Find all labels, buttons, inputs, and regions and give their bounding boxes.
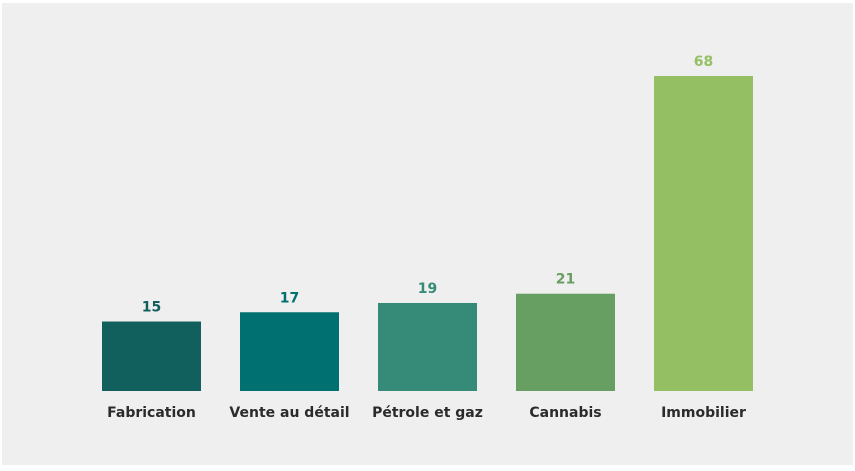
bar-cannabis	[516, 293, 615, 391]
value-labels-group: 15 17 19 21 68	[142, 54, 713, 316]
bar-fabrication	[102, 321, 201, 391]
category-label-fabrication: Fabrication	[107, 405, 196, 421]
value-label-immobilier: 68	[694, 54, 713, 70]
bars-group	[102, 76, 753, 391]
value-label-petrole-et-gaz: 19	[418, 281, 437, 297]
chart-background: 15 17 19 21 68 Fabrication Vente au détail Pét…	[2, 3, 853, 465]
category-label-petrole-et-gaz: Pétrole et gaz	[372, 405, 483, 421]
category-label-cannabis: Cannabis	[529, 405, 601, 421]
category-label-immobilier: Immobilier	[661, 405, 746, 421]
category-labels-group: Fabrication Vente au détail Pétrole et gaz…	[107, 405, 746, 421]
bar-petrole-et-gaz	[378, 302, 477, 391]
value-label-vente-au-detail: 17	[280, 290, 299, 306]
bar-vente-au-detail	[240, 312, 339, 391]
category-label-vente-au-detail: Vente au détail	[229, 405, 349, 421]
value-label-fabrication: 15	[142, 300, 161, 316]
bar-chart: 15 17 19 21 68 Fabrication Vente au détail Pét…	[102, 54, 753, 421]
bar-immobilier	[654, 76, 753, 391]
value-label-cannabis: 21	[556, 272, 575, 288]
